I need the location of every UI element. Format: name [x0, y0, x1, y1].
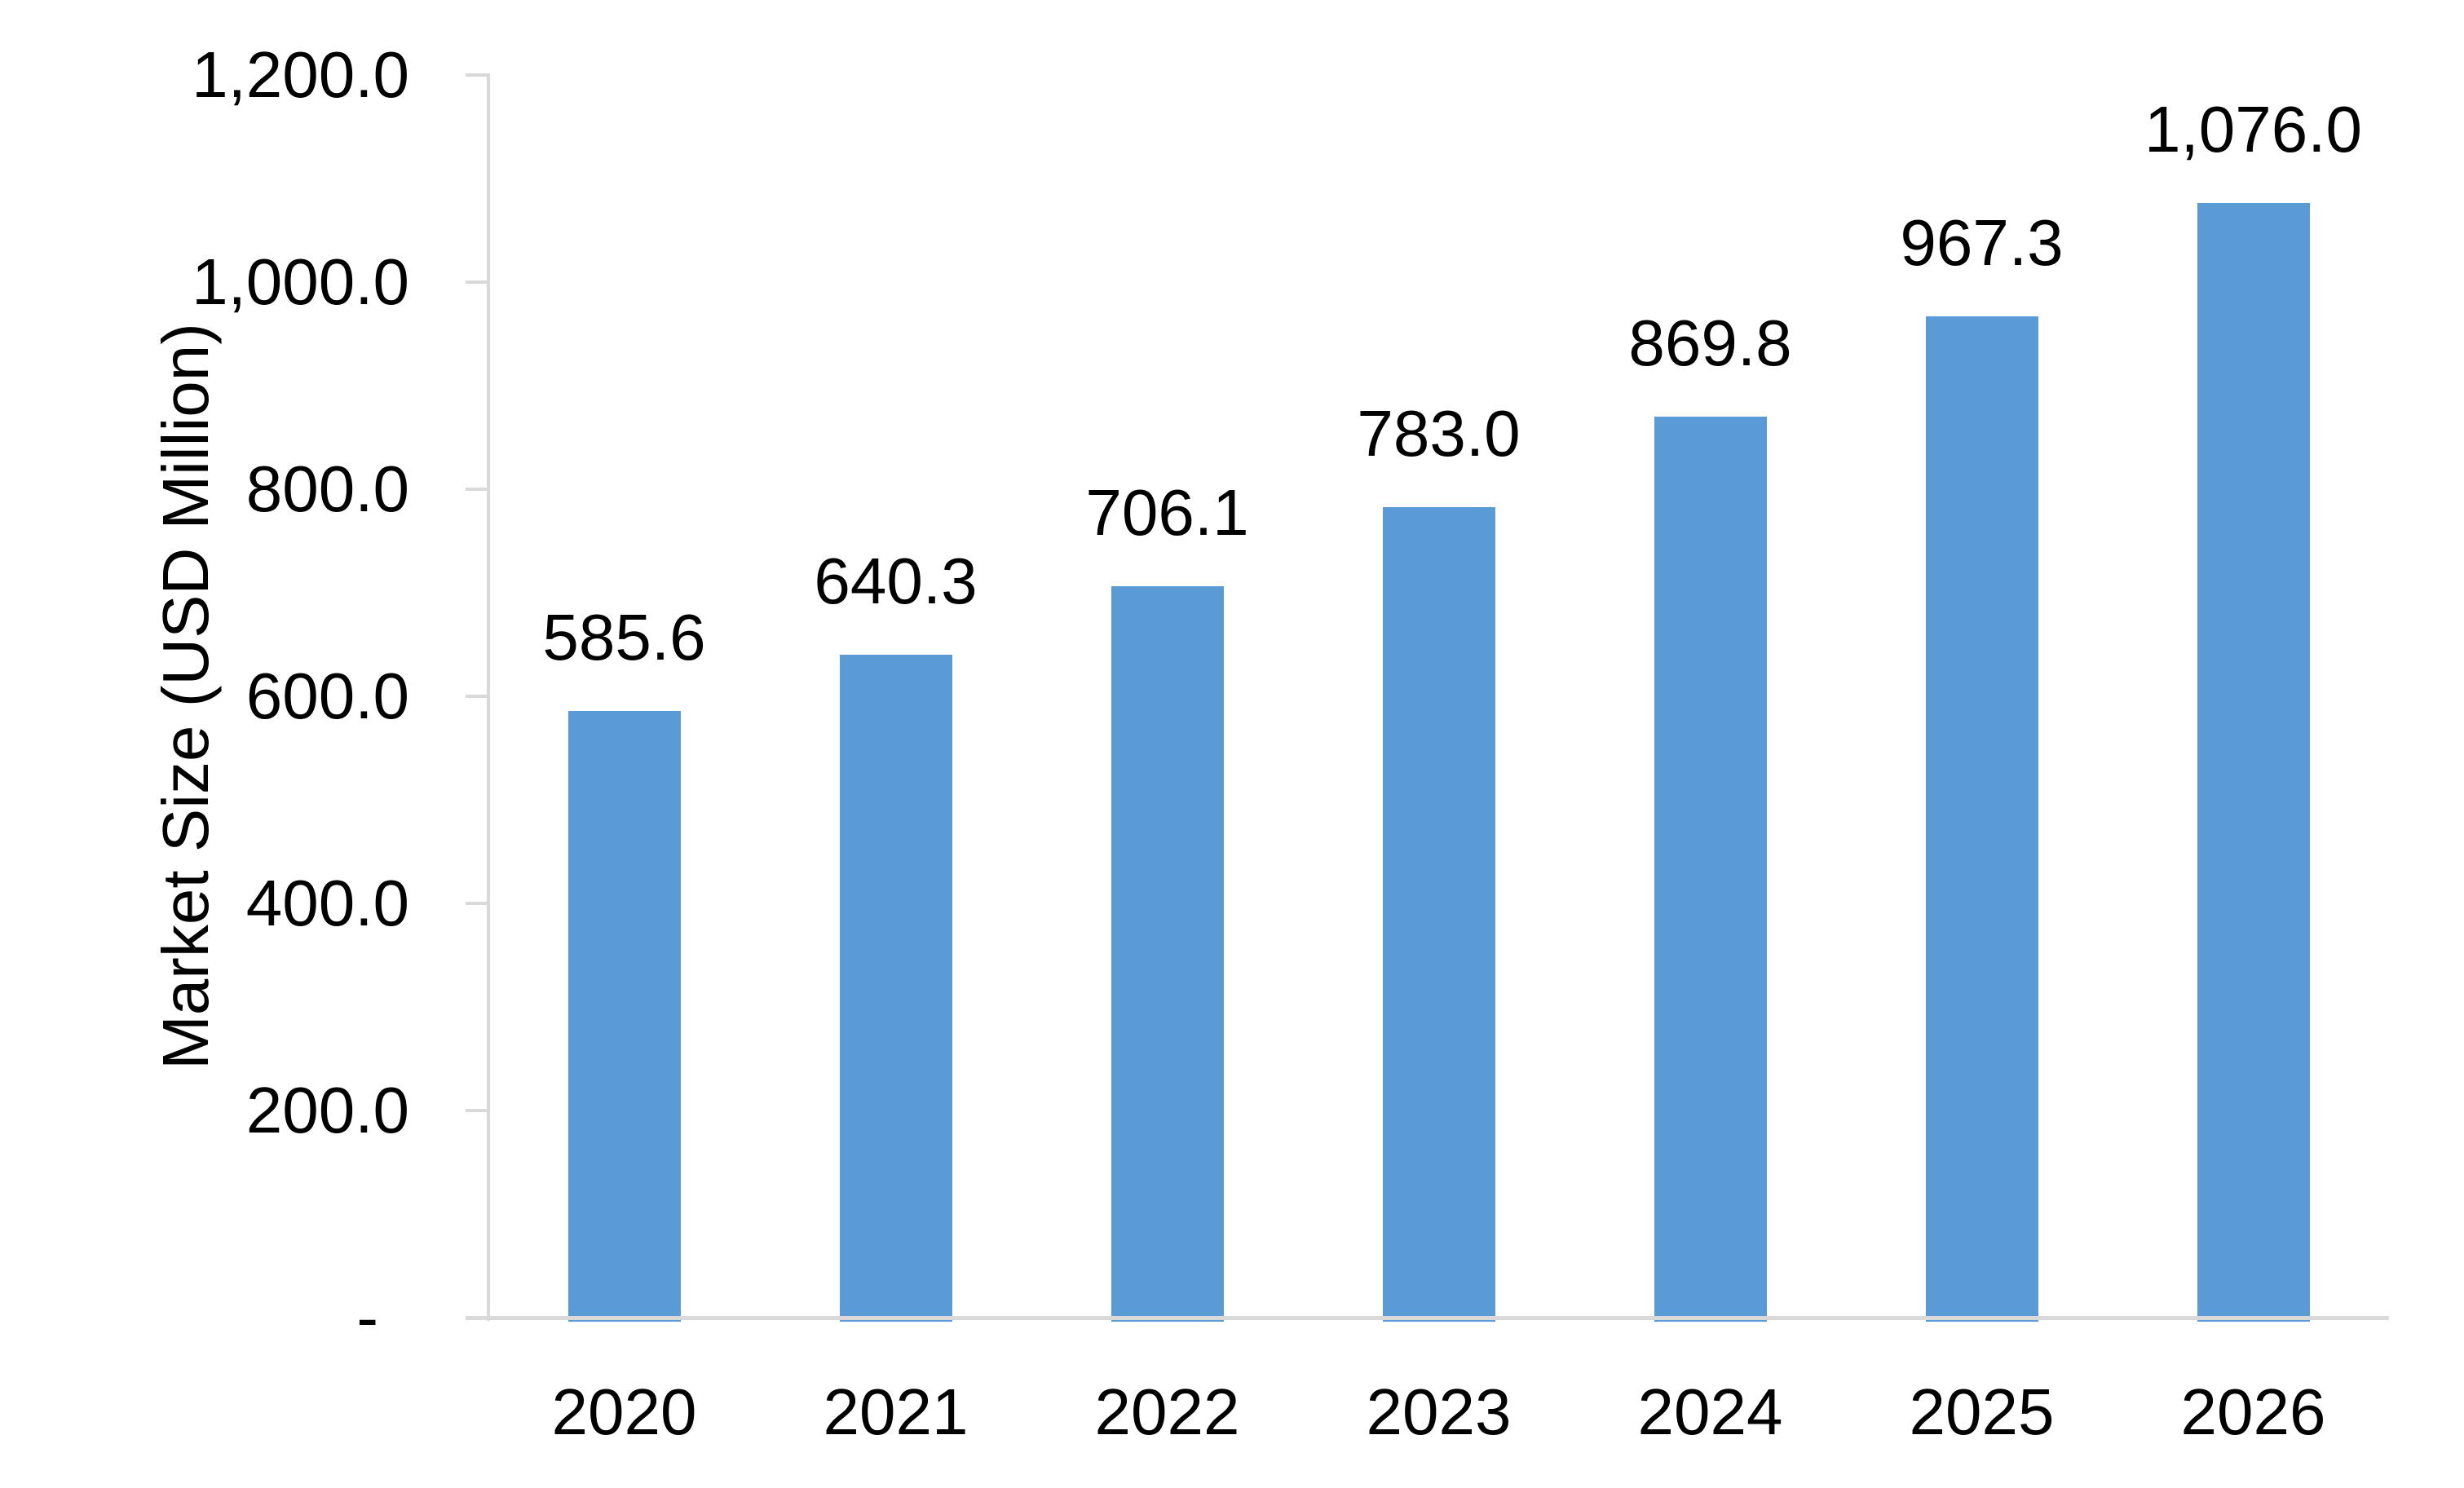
y-tick-mark	[466, 280, 487, 284]
bar-value-label: 869.8	[1628, 307, 1792, 380]
y-tick-label: -	[356, 1281, 378, 1353]
x-tick-label: 2021	[823, 1375, 969, 1448]
x-tick-label: 2024	[1637, 1375, 1783, 1448]
y-tick-label: 1,000.0	[192, 245, 409, 318]
bar-2024	[1654, 417, 1767, 1322]
y-tick-mark	[466, 488, 487, 491]
bar-2020	[567, 711, 681, 1322]
bar-value-label: 783.0	[1357, 396, 1521, 470]
bar-value-label: 706.1	[1085, 476, 1249, 550]
y-tick-label: 400.0	[245, 867, 409, 939]
bar-2022	[1111, 586, 1224, 1322]
x-tick-label: 2023	[1366, 1375, 1512, 1448]
y-tick-mark	[466, 695, 487, 698]
y-tick-label: 600.0	[245, 660, 409, 732]
y-tick-mark	[466, 73, 487, 77]
y-tick-label: 800.0	[245, 453, 409, 525]
bar-2026	[2197, 203, 2310, 1322]
bar-2023	[1382, 506, 1495, 1322]
y-tick-label: 200.0	[245, 1074, 409, 1146]
x-tick-label: 2026	[2180, 1375, 2326, 1448]
x-tick-label: 2025	[1909, 1375, 2055, 1448]
bar-2021	[839, 654, 952, 1322]
bar-value-label: 585.6	[542, 601, 706, 674]
y-tick-mark	[466, 902, 487, 905]
x-axis-line	[466, 1316, 2389, 1320]
y-tick-mark	[466, 1109, 487, 1112]
y-axis-line	[487, 73, 490, 1321]
y-tick-label: 1,200.0	[192, 38, 409, 111]
bar-2025	[1925, 316, 2038, 1322]
x-tick-label: 2022	[1094, 1375, 1240, 1448]
bar-value-label: 640.3	[814, 544, 978, 617]
bar-value-label: 1,076.0	[2144, 93, 2362, 166]
bar-value-label: 967.3	[1900, 205, 2064, 279]
x-tick-label: 2020	[551, 1375, 697, 1448]
